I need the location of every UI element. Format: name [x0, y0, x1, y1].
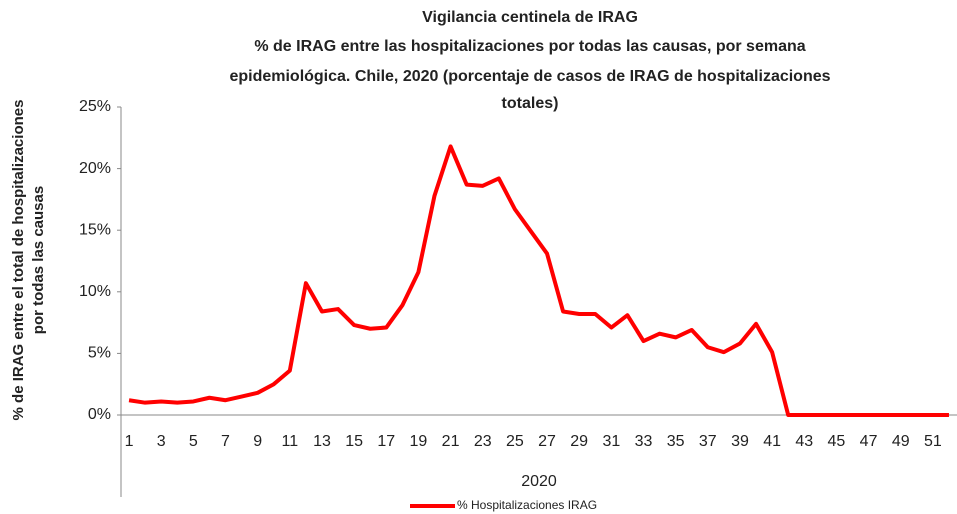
- x-tick-label: 45: [828, 433, 846, 450]
- x-tick-label: 19: [410, 433, 428, 450]
- x-tick-label: 47: [860, 433, 878, 450]
- x-tick-label: 25: [506, 433, 524, 450]
- x-tick-label: 27: [538, 433, 556, 450]
- legend-label: % Hospitalizaciones IRAG: [457, 498, 597, 512]
- x-tick-label: 29: [570, 433, 588, 450]
- y-tick-label: 10%: [79, 283, 111, 300]
- chart-subtitle: totales): [502, 95, 559, 112]
- y-tick-label: 0%: [88, 406, 111, 423]
- y-axis-title: % de IRAG entre el total de hospitalizac…: [10, 100, 27, 421]
- x-tick-label: 3: [157, 433, 166, 450]
- chart-subtitle: epidemiológica. Chile, 2020 (porcentaje …: [229, 68, 830, 85]
- x-tick-label: 21: [442, 433, 460, 450]
- y-tick-label: 5%: [88, 345, 111, 362]
- x-tick-label: 51: [924, 433, 942, 450]
- x-tick-label: 1: [125, 433, 134, 450]
- chart-subtitle: % de IRAG entre las hospitalizaciones po…: [254, 38, 805, 55]
- x-tick-label: 15: [345, 433, 363, 450]
- x-tick-label: 9: [253, 433, 262, 450]
- x-tick-label: 39: [731, 433, 749, 450]
- y-tick-label: 25%: [79, 98, 111, 115]
- x-tick-label: 35: [667, 433, 685, 450]
- series-line: [128, 144, 949, 417]
- y-axis-title: por todas las causas: [30, 186, 47, 334]
- x-tick-label: 5: [189, 433, 198, 450]
- y-tick-label: 20%: [79, 160, 111, 177]
- x-tick-label: 17: [377, 433, 395, 450]
- x-tick-label: 33: [635, 433, 653, 450]
- x-tick-label: 7: [221, 433, 230, 450]
- y-tick-label: 15%: [79, 221, 111, 238]
- x-tick-label: 43: [795, 433, 813, 450]
- x-tick-label: 23: [474, 433, 492, 450]
- x-tick-label: 49: [892, 433, 910, 450]
- x-axis-title: 2020: [521, 473, 557, 490]
- x-tick-label: 37: [699, 433, 717, 450]
- chart-title: Vigilancia centinela de IRAG: [422, 9, 638, 26]
- x-tick-label: 11: [282, 433, 299, 450]
- x-tick-label: 13: [313, 433, 331, 450]
- x-tick-label: 31: [602, 433, 620, 450]
- x-tick-label: 41: [763, 433, 781, 450]
